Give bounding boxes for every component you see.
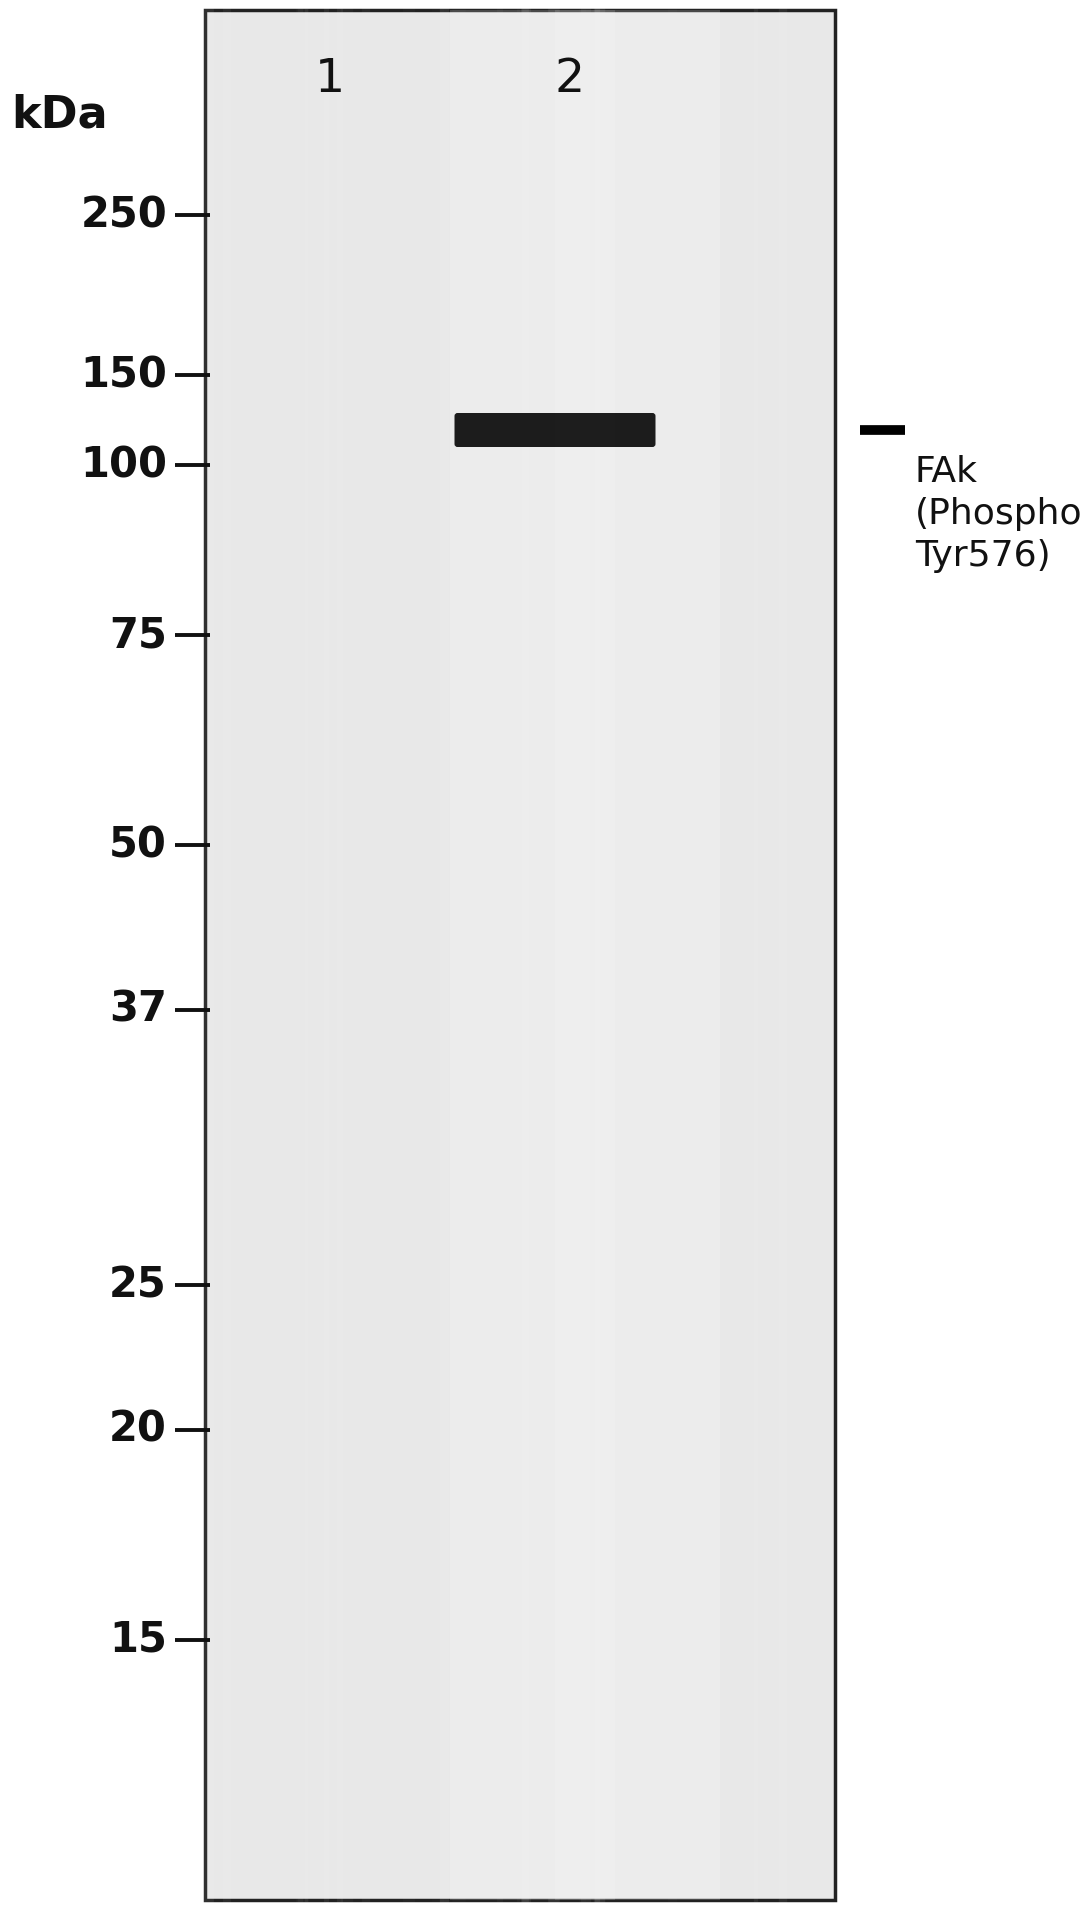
Text: 50: 50 (109, 824, 167, 866)
Bar (205, 10, 835, 1900)
Text: 15: 15 (109, 1618, 167, 1661)
FancyBboxPatch shape (455, 413, 656, 448)
Text: 100: 100 (80, 444, 167, 486)
Text: 75: 75 (109, 613, 167, 656)
Bar (450, 10, 720, 1900)
Bar (555, 10, 615, 1900)
Text: kDa: kDa (12, 93, 108, 137)
Text: 37: 37 (109, 990, 167, 1030)
Text: 1: 1 (315, 58, 346, 102)
Text: 25: 25 (109, 1263, 167, 1306)
Text: 2: 2 (555, 58, 585, 102)
Text: 150: 150 (80, 355, 167, 395)
Text: 250: 250 (80, 195, 167, 235)
Text: FAk
(Phospho-
Tyr576): FAk (Phospho- Tyr576) (915, 455, 1080, 573)
Text: 20: 20 (109, 1408, 167, 1451)
